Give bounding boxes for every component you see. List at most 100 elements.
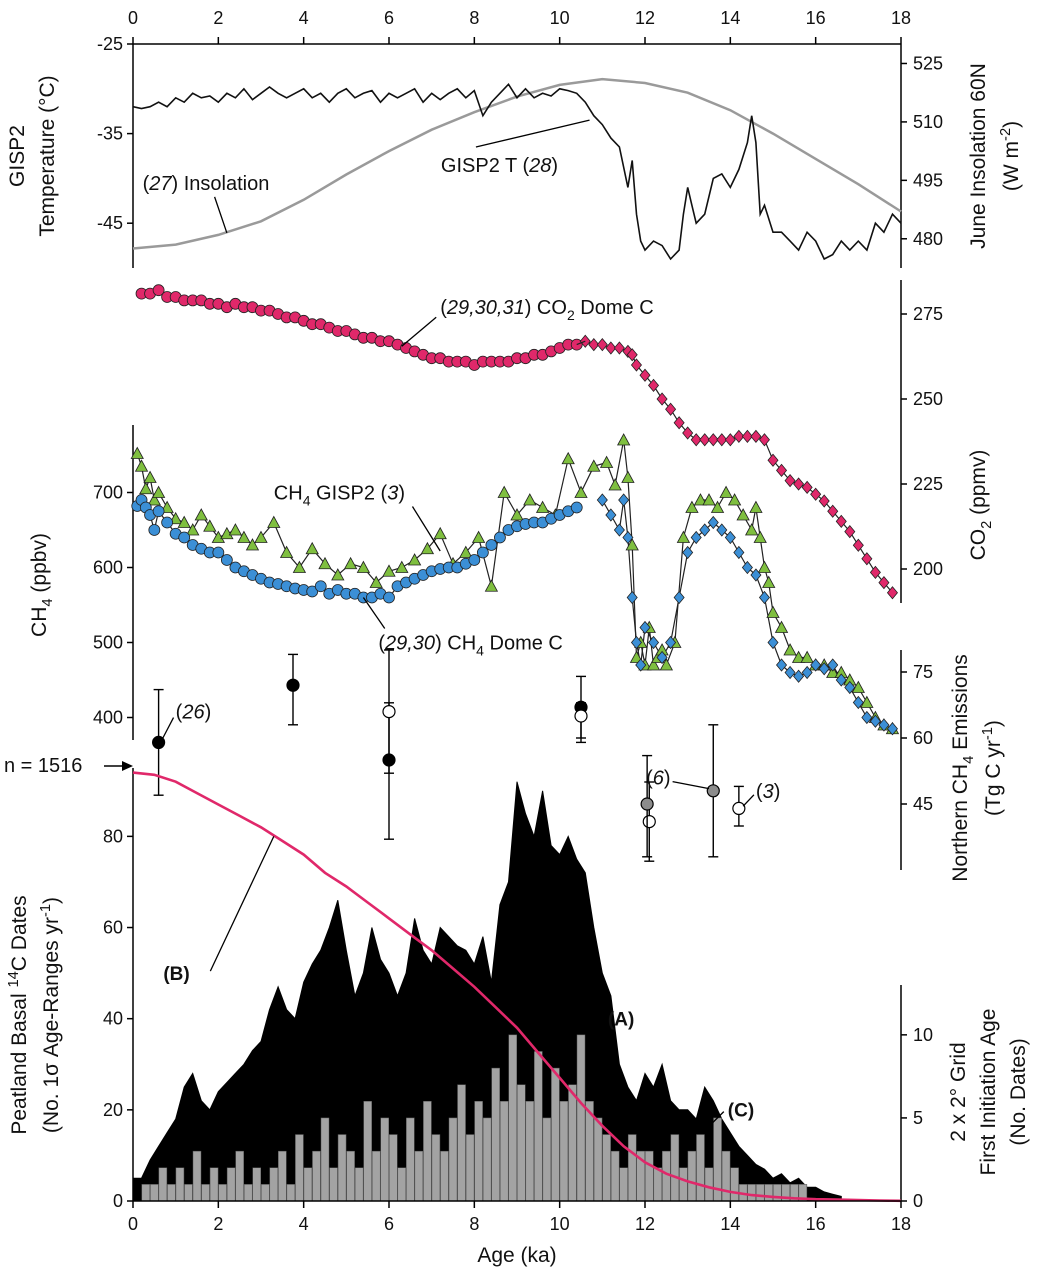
initiation-bar [687, 1150, 697, 1202]
ch4-point [220, 526, 234, 540]
ch4-point [800, 650, 814, 663]
ch4-point [869, 714, 881, 728]
peatland-panel: 0 20 40 60 80 0 5 10 [103, 768, 933, 1211]
ch4-point [535, 500, 550, 513]
initiation-bar [474, 1101, 483, 1202]
ch4-point [186, 523, 200, 536]
initiation-bar [320, 1117, 330, 1202]
emissions-ref-26: (26) [176, 702, 212, 724]
initiation-bar [295, 1134, 304, 1202]
top-age-tick-label: 16 [806, 8, 826, 28]
ch4-domec-leader [362, 597, 386, 629]
initiation-bar [192, 1150, 202, 1202]
insolation-label: (27) Insolation [143, 173, 270, 195]
initiation-bar [670, 1134, 680, 1202]
ch4-tick-label: 500 [93, 633, 123, 653]
co2-point [784, 473, 796, 488]
bottom-age-tick-label: 14 [720, 1214, 740, 1234]
emissions-axis-title-line1: Northern CH4 Emissions [949, 654, 977, 882]
label-a: (A) [608, 1010, 634, 1031]
co2-label: (29,30,31) CO2 Dome C [440, 297, 653, 323]
co2-point [673, 416, 685, 430]
initiation-bar [380, 1117, 389, 1202]
ch4-point [318, 556, 332, 570]
emissions-point [706, 784, 720, 798]
ch4-point [587, 459, 601, 472]
ch4-panel: 400 500 600 700 [93, 425, 900, 740]
bottom-age-tick-label: 16 [806, 1214, 826, 1234]
ch4-point [762, 575, 776, 588]
ch4-point [484, 579, 499, 592]
ch4-point [616, 433, 631, 446]
ch4-point [314, 580, 327, 593]
initiation-bar [576, 1034, 586, 1202]
co2-point [810, 487, 822, 501]
initiation-bar [354, 1167, 364, 1202]
ch4-point [134, 459, 149, 472]
ch4-point [744, 523, 759, 536]
co2-point [844, 524, 856, 539]
initiation-bar [431, 1134, 441, 1202]
ch4-point [608, 478, 622, 491]
top-age-tick-label: 0 [128, 8, 138, 28]
ch4-point [753, 530, 767, 543]
co2-point [818, 494, 830, 508]
initiation-bar [150, 1184, 159, 1202]
ch4-point [625, 538, 639, 551]
ch4-point [596, 493, 608, 507]
co2-point [630, 358, 642, 372]
ch4-point [801, 665, 813, 680]
ch4-point [395, 560, 409, 573]
ch4-point [685, 500, 699, 513]
bottom-age-tick-label: 2 [213, 1214, 223, 1234]
co2-point [152, 284, 165, 297]
ch4-point [827, 658, 839, 672]
ch4-point [690, 530, 702, 545]
initiation-bar [423, 1101, 432, 1202]
ch4-point [476, 546, 489, 559]
emissions-tick-label: 45 [913, 794, 933, 814]
insolation-tick-label: 495 [913, 170, 943, 190]
ch4-point [766, 605, 780, 618]
initiation-bar [440, 1150, 449, 1202]
co2-point [690, 433, 702, 447]
ch4-point [305, 541, 319, 555]
ch4-point [878, 718, 890, 732]
co2-point [648, 378, 660, 393]
ch4-point [774, 620, 789, 633]
ch4-point [148, 524, 161, 536]
bottom-age-tick-label: 6 [384, 1214, 394, 1234]
ch4-point [433, 526, 447, 540]
initiation-bar [610, 1150, 620, 1202]
ch4-point [468, 554, 481, 566]
co2-axis-title: CO2 (ppmv) [967, 450, 995, 561]
emissions-point [642, 814, 656, 829]
temperature-tick-label: -25 [97, 34, 123, 54]
grid-axis-title-line3: (No. Dates) [1007, 1038, 1030, 1145]
ch4-point [459, 545, 473, 558]
ch4-point [699, 523, 711, 537]
ch4-point [749, 500, 763, 513]
co2-point [741, 429, 753, 444]
initiation-bar [209, 1167, 219, 1202]
ch4-point [639, 620, 651, 635]
co2-tick-label: 250 [913, 389, 943, 409]
ch4-point [245, 538, 260, 551]
ch4-point [279, 545, 294, 558]
ch4-point [194, 508, 208, 521]
emissions-point [574, 709, 588, 723]
axis-titles: GISP2 Temperature (°C) June Insolation 60N… [6, 63, 1030, 1175]
ch4-point [826, 665, 840, 678]
ch4-point [383, 591, 395, 604]
top-age-tick-label: 12 [635, 8, 655, 28]
co2-point [613, 341, 625, 355]
emissions-point [382, 704, 396, 719]
ch4-point [471, 530, 486, 543]
grid-count-tick-label: 5 [913, 1108, 923, 1128]
ch4-point [382, 564, 396, 577]
ch4-point [407, 553, 422, 566]
ch4-point [810, 658, 822, 672]
top-age-tick-label: 14 [720, 8, 740, 28]
initiation-bar [721, 1150, 731, 1202]
co2-point [852, 538, 864, 552]
